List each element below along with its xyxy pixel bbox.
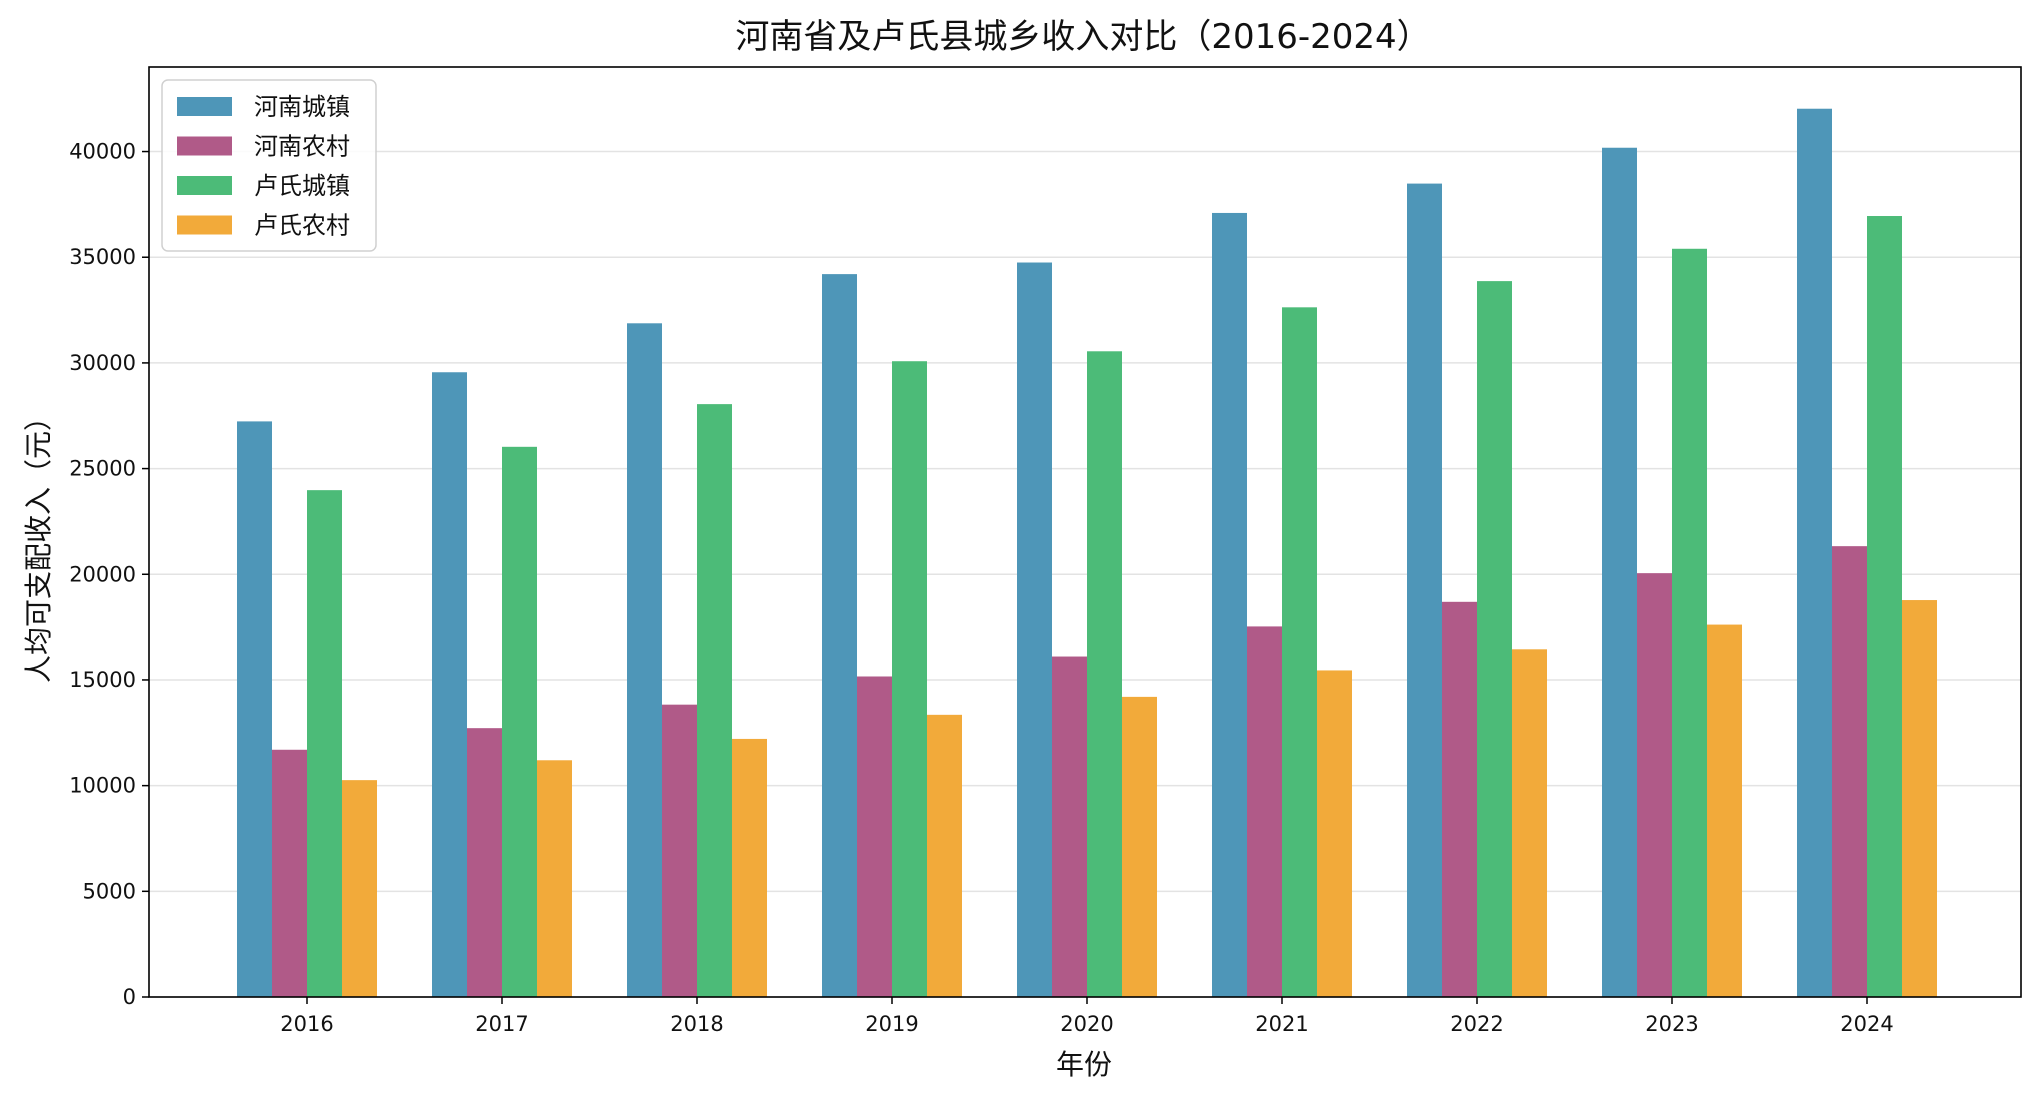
- bar-卢氏城镇-2022: [1477, 281, 1512, 998]
- x-tick-label: 2018: [670, 1012, 723, 1036]
- x-tick-label: 2016: [280, 1012, 333, 1036]
- bar-河南农村-2020: [1052, 656, 1087, 997]
- y-tick-label: 35000: [69, 245, 136, 269]
- tick-labels: 0 5000 10000 15000 20000 25000 30000 35000 40000…: [69, 140, 1894, 1036]
- bar-卢氏农村-2019: [927, 714, 962, 997]
- bar-河南城镇-2016: [237, 421, 272, 997]
- bar-卢氏城镇-2019: [892, 361, 927, 998]
- y-tick-label: 25000: [69, 457, 136, 481]
- y-axis-label: 人均可支配收入（元）: [22, 403, 55, 683]
- legend-label: 河南城镇: [254, 93, 350, 121]
- bar-河南农村-2019: [857, 676, 892, 997]
- y-tick-label: 5000: [83, 879, 136, 903]
- bar-河南农村-2016: [272, 749, 307, 997]
- bar-河南城镇-2024: [1797, 108, 1832, 997]
- bar-卢氏城镇-2016: [307, 490, 342, 997]
- x-tick-label: 2024: [1840, 1012, 1893, 1036]
- bar-河南城镇-2018: [627, 323, 662, 997]
- legend-swatch: [177, 176, 232, 195]
- bar-河南城镇-2017: [432, 372, 467, 998]
- bar-河南农村-2018: [662, 704, 697, 997]
- legend-swatch: [177, 97, 232, 116]
- bar-卢氏农村-2023: [1707, 624, 1742, 997]
- bar-河南农村-2021: [1247, 626, 1282, 997]
- bar-卢氏城镇-2024: [1867, 216, 1902, 998]
- bar-河南农村-2022: [1442, 601, 1477, 997]
- bars: [237, 108, 1937, 998]
- axes: [142, 66, 2022, 1004]
- legend-label: 卢氏农村: [254, 212, 350, 240]
- bar-卢氏农村-2022: [1512, 649, 1547, 997]
- bar-河南城镇-2021: [1212, 212, 1247, 997]
- x-tick-label: 2022: [1450, 1012, 1503, 1036]
- legend-label: 河南农村: [254, 133, 350, 161]
- bar-卢氏城镇-2023: [1672, 248, 1707, 998]
- bar-河南城镇-2020: [1017, 262, 1052, 997]
- bar-卢氏农村-2018: [732, 738, 767, 997]
- bar-卢氏农村-2020: [1122, 696, 1157, 997]
- bar-河南城镇-2019: [822, 274, 857, 997]
- x-tick-label: 2023: [1645, 1012, 1698, 1036]
- legend-label: 卢氏城镇: [254, 172, 350, 200]
- x-tick-label: 2020: [1060, 1012, 1113, 1036]
- bar-河南城镇-2023: [1602, 147, 1637, 997]
- chart-title: 河南省及卢氏县城乡收入对比（2016-2024）: [735, 17, 1430, 57]
- y-tick-label: 40000: [69, 140, 136, 164]
- bar-卢氏农村-2017: [537, 760, 572, 997]
- bar-河南城镇-2022: [1407, 183, 1442, 997]
- bar-卢氏城镇-2020: [1087, 351, 1122, 998]
- legend-swatch: [177, 136, 232, 156]
- y-tick-label: 10000: [69, 774, 136, 798]
- bar-河南农村-2017: [467, 728, 502, 997]
- y-tick-label: 20000: [69, 562, 136, 586]
- bar-河南农村-2024: [1832, 546, 1867, 997]
- bar-卢氏农村-2016: [342, 780, 377, 997]
- x-tick-label: 2019: [865, 1012, 918, 1036]
- x-tick-label: 2021: [1255, 1012, 1308, 1036]
- y-tick-label: 0: [123, 985, 136, 1009]
- plot-frame: [148, 66, 2022, 998]
- x-axis-label: 年份: [1056, 1048, 1112, 1081]
- legend-swatch: [177, 215, 232, 235]
- y-tick-label: 15000: [69, 668, 136, 692]
- bar-卢氏农村-2024: [1902, 600, 1937, 997]
- y-tick-label: 30000: [69, 351, 136, 375]
- bar-卢氏城镇-2017: [502, 446, 537, 998]
- bar-河南农村-2023: [1637, 573, 1672, 997]
- x-tick-label: 2017: [475, 1012, 528, 1036]
- bar-卢氏城镇-2018: [697, 404, 732, 997]
- bar-卢氏城镇-2021: [1282, 307, 1317, 998]
- legend-box: [161, 79, 377, 252]
- bar-卢氏农村-2021: [1317, 670, 1352, 997]
